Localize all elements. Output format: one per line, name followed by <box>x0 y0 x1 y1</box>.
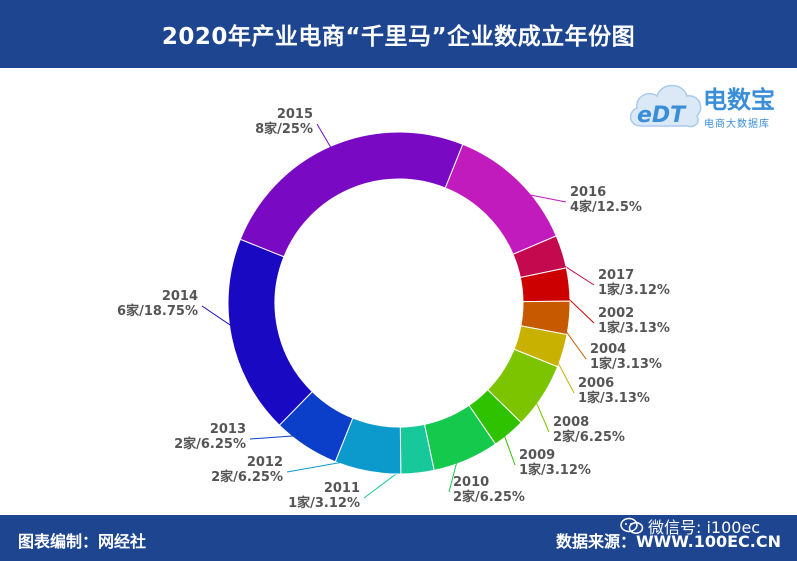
slice-label-value-2002: 1家/3.13% <box>598 320 670 336</box>
wechat-watermark: 微信号: i100ec <box>620 514 760 538</box>
brand-logo: eDT 电数宝 电商大数据库 <box>627 74 792 136</box>
leader-line-2006 <box>549 346 575 394</box>
leader-line-2012 <box>286 456 371 473</box>
slice-label-year-2016: 2016 <box>570 185 606 200</box>
slice-label-value-2015: 8家/25% <box>255 121 313 137</box>
brand-logo-text: eDT <box>637 103 687 128</box>
wechat-icon <box>620 517 644 535</box>
slice-label-value-2009: 1家/3.12% <box>519 462 591 478</box>
leader-line-2015 <box>316 123 338 159</box>
slice-label-year-2002: 2002 <box>598 306 634 321</box>
slice-label-year-2017: 2017 <box>598 268 634 283</box>
slice-label-year-2004: 2004 <box>590 342 626 357</box>
slice-label-value-2012: 2家/6.25% <box>211 469 283 485</box>
slice-label-year-2015: 2015 <box>277 107 313 122</box>
slice-label-year-2014: 2014 <box>162 289 198 304</box>
leader-line-2010 <box>448 447 462 493</box>
footer-bar: 图表编制：网经社 数据来源：WWW.100EC.CN <box>0 515 797 561</box>
donut-slice-2015 <box>239 131 464 258</box>
leader-line-2011 <box>363 458 417 499</box>
slice-label-value-2011: 1家/3.12% <box>288 495 360 511</box>
slice-label-value-2010: 2家/6.25% <box>453 489 525 505</box>
slice-label-year-2006: 2006 <box>578 376 614 391</box>
leader-line-2013 <box>249 433 314 440</box>
page-title: 2020年产业电商“千里马”企业数成立年份图 <box>161 24 636 50</box>
slice-label-year-2009: 2009 <box>519 448 555 463</box>
leader-line-2004 <box>554 316 587 360</box>
cloud-logo-icon: eDT <box>629 84 702 128</box>
wechat-id: 微信号: i100ec <box>648 518 761 537</box>
slice-label-value-2008: 2家/6.25% <box>553 429 625 445</box>
footer-credit: 图表编制：网经社 <box>18 532 147 551</box>
slice-label-value-2014: 6家/18.75% <box>117 303 198 319</box>
brand-name: 电数宝 <box>703 86 775 114</box>
donut-slice-2016 <box>444 143 557 255</box>
footer-source: 数据来源：WWW.100EC.CN <box>555 532 781 551</box>
leader-line-2017 <box>548 255 595 286</box>
slice-label-year-2013: 2013 <box>210 422 246 437</box>
slice-label-value-2013: 2家/6.25% <box>174 436 246 452</box>
leader-line-2009 <box>499 423 516 466</box>
brand-subtitle: 电商大数据库 <box>704 119 770 130</box>
header-bar: 2020年产业电商“千里马”企业数成立年份图 <box>0 0 797 68</box>
slice-label-year-2008: 2008 <box>553 415 589 430</box>
slice-label-year-2010: 2010 <box>453 475 489 490</box>
slice-label-value-2004: 1家/3.13% <box>590 356 662 372</box>
leader-line-2002 <box>554 285 595 324</box>
leader-line-2008 <box>530 388 550 433</box>
slice-label-year-2012: 2012 <box>247 455 283 470</box>
leader-line-2014 <box>201 305 246 336</box>
slice-label-value-2006: 1家/3.13% <box>578 390 650 406</box>
donut-chart: 20164家/12.5%20171家/3.12%20021家/3.13%2004… <box>117 107 670 511</box>
leader-line-2016 <box>508 190 567 203</box>
slice-label-value-2017: 1家/3.12% <box>598 282 670 298</box>
slice-label-value-2016: 4家/12.5% <box>570 199 642 215</box>
slice-label-year-2011: 2011 <box>324 481 360 496</box>
